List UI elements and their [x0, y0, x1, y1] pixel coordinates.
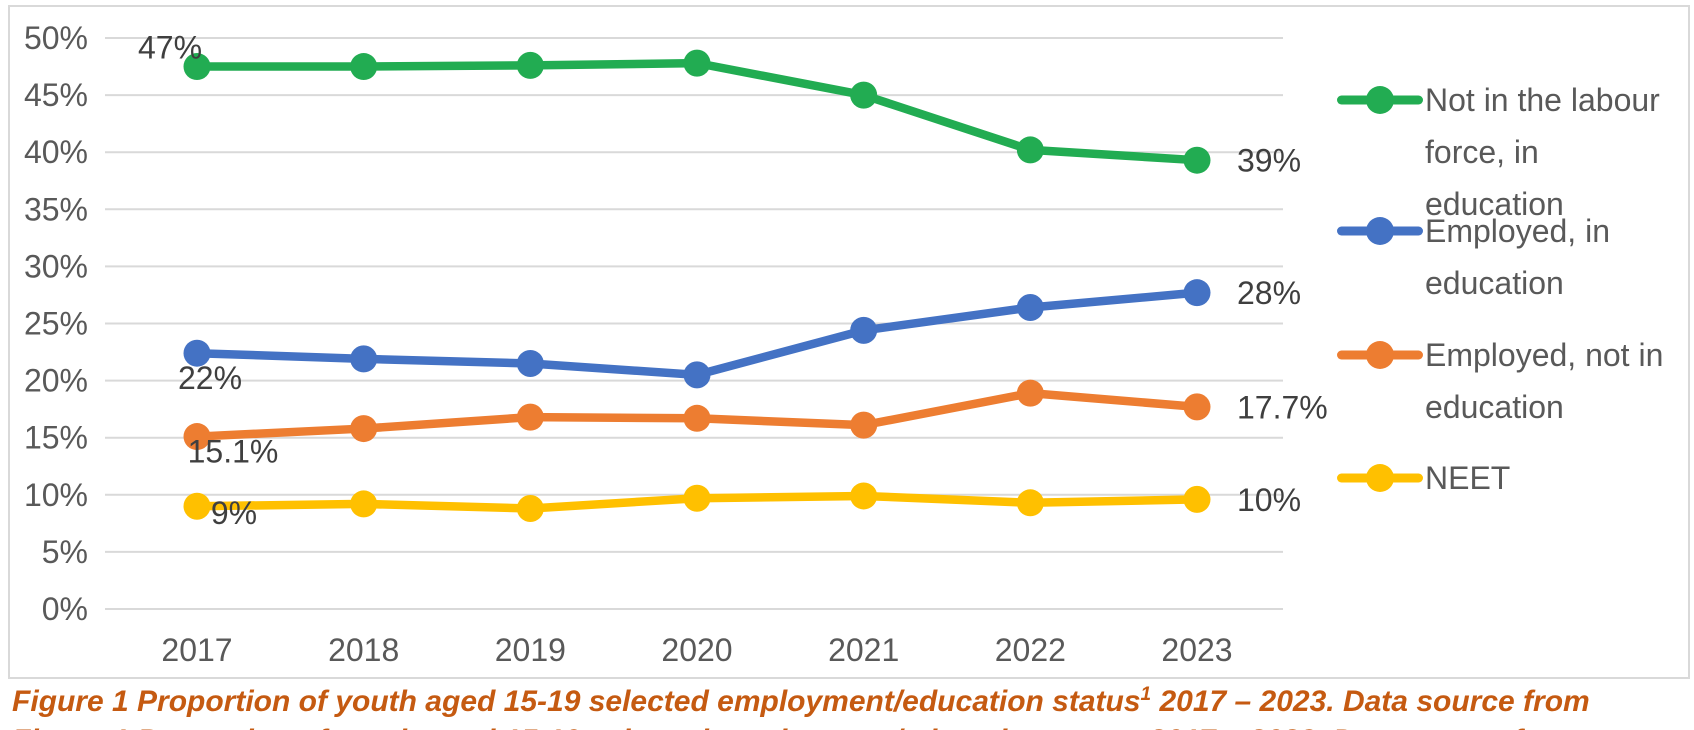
data-point	[350, 53, 378, 81]
y-tick-label: 15%	[24, 420, 88, 456]
x-tick-label: 2018	[328, 632, 399, 668]
y-tick-label: 5%	[42, 534, 88, 570]
data-point	[183, 53, 211, 81]
caption-line2-clipped: Figure 1 Proportion of youth aged 15-19 …	[12, 723, 1692, 730]
data-point	[350, 415, 378, 443]
data-point	[183, 492, 211, 520]
figure-caption: Figure 1 Proportion of youth aged 15-19 …	[12, 684, 1692, 719]
data-point	[1183, 146, 1211, 174]
data-point	[850, 316, 878, 344]
y-tick-label: 45%	[24, 77, 88, 113]
x-tick-label: 2020	[661, 632, 732, 668]
data-label-start: 22%	[178, 360, 242, 396]
data-label-start: 9%	[211, 495, 257, 531]
data-point	[683, 361, 711, 389]
x-tick-label: 2022	[995, 632, 1066, 668]
data-point	[516, 495, 544, 523]
y-tick-label: 35%	[24, 191, 88, 227]
data-label-end: 17.7%	[1237, 389, 1328, 425]
caption-superscript: 1	[1140, 684, 1152, 705]
y-tick-label: 10%	[24, 477, 88, 513]
caption-text: Figure 1 Proportion of youth aged 15-19 …	[12, 685, 1141, 718]
data-point	[1183, 279, 1211, 307]
data-point	[516, 403, 544, 431]
data-point	[350, 490, 378, 518]
data-label-start: 47%	[138, 30, 202, 66]
data-label-end: 39%	[1237, 143, 1301, 179]
x-tick-label: 2021	[828, 632, 899, 668]
data-point	[850, 411, 878, 439]
x-tick-label: 2019	[495, 632, 566, 668]
data-label-start: 15.1%	[188, 434, 279, 470]
y-tick-label: 30%	[24, 248, 88, 284]
data-point	[1016, 489, 1044, 517]
data-point	[683, 484, 711, 512]
data-point	[683, 49, 711, 77]
data-point	[183, 339, 211, 367]
data-point	[1016, 379, 1044, 407]
y-tick-label: 0%	[42, 591, 88, 627]
data-point	[1016, 294, 1044, 322]
data-point	[850, 482, 878, 510]
data-point	[1183, 485, 1211, 513]
data-label-end: 28%	[1237, 275, 1301, 311]
data-point	[850, 81, 878, 109]
y-tick-label: 40%	[24, 134, 88, 170]
data-label-end: 10%	[1237, 482, 1301, 518]
data-point	[1183, 393, 1211, 421]
x-tick-label: 2017	[161, 632, 232, 668]
y-tick-label: 25%	[24, 306, 88, 342]
y-tick-label: 50%	[24, 20, 88, 56]
data-point	[183, 423, 211, 451]
data-point	[516, 349, 544, 377]
data-point	[516, 51, 544, 79]
x-tick-label: 2023	[1161, 632, 1232, 668]
caption-text-suffix: 2017 – 2023. Data source from	[1151, 685, 1590, 718]
y-tick-label: 20%	[24, 363, 88, 399]
data-point	[350, 345, 378, 373]
chart-frame	[8, 5, 1690, 679]
data-point	[1016, 136, 1044, 164]
series-line-1	[192, 58, 1202, 165]
data-point	[683, 404, 711, 432]
